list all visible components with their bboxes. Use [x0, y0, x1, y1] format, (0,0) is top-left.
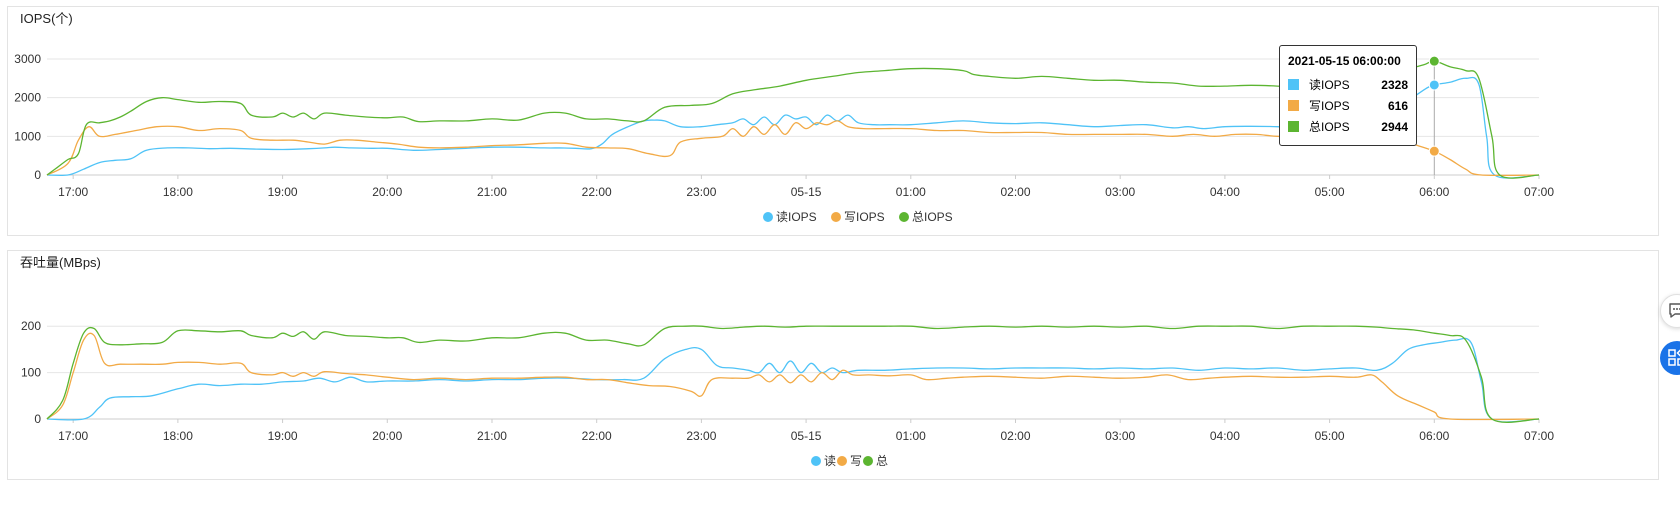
- iops-chart[interactable]: 0 1000 2000 3000 17:00 18:00 19:00 20:00 21:00 22…: [8, 7, 1660, 237]
- y-tick-label: 1000: [14, 129, 41, 143]
- x-tick-label: 02:00: [1000, 429, 1030, 443]
- tooltip-row-read: 读IOPS 2328: [1288, 74, 1408, 95]
- throughput-chart-title: 吞吐量(MBps): [20, 255, 101, 270]
- x-tick-label: 07:00: [1524, 185, 1554, 199]
- y-tick-label: 100: [21, 366, 41, 380]
- x-tick-label: 01:00: [896, 185, 926, 199]
- x-tick-label: 20:00: [372, 185, 402, 199]
- x-tick-label: 23:00: [686, 429, 716, 443]
- apps-icon: [1668, 349, 1680, 366]
- legend-label-total: 总IOPS: [912, 210, 953, 224]
- x-tick-label: 05-15: [791, 429, 822, 443]
- tooltip-swatch-read: [1288, 79, 1299, 90]
- tooltip-swatch-total: [1288, 121, 1299, 132]
- throughput-chart-panel: 吞吐量(MBps) 0 100 200 17:00 18:00 19:00 20:00 21:…: [7, 250, 1659, 480]
- tooltip-title: 2021-05-15 06:00:00: [1288, 54, 1401, 68]
- x-tick-label: 22:00: [582, 429, 612, 443]
- legend-label-write: 写IOPS: [844, 210, 885, 224]
- series-line-write: [46, 120, 1540, 177]
- series-line-read: [46, 76, 1540, 179]
- series-line-write: [46, 332, 1540, 421]
- legend-marker-write: [831, 212, 841, 222]
- x-tick-label: 06:00: [1419, 429, 1449, 443]
- tooltip-point-read: [1428, 79, 1440, 91]
- throughput-chart[interactable]: 0 100 200 17:00 18:00 19:00 20:00 21:00 22:00 23:…: [8, 251, 1660, 481]
- legend-label-write: 写: [850, 454, 862, 468]
- legend-marker-write: [837, 456, 847, 466]
- y-tick-label: 2000: [14, 91, 41, 105]
- x-tick-label: 03:00: [1105, 185, 1135, 199]
- tooltip-label: 写IOPS: [1309, 99, 1350, 113]
- iops-chart-panel: IOPS(个) 0 1000 2000 3000 17:00 18:00 19:00 20:0…: [7, 6, 1659, 236]
- x-tick-label: 18:00: [163, 429, 193, 443]
- x-tick-label: 21:00: [477, 429, 507, 443]
- y-tick-label: 3000: [14, 52, 41, 66]
- series-line-read: [46, 337, 1540, 423]
- legend-marker-read: [763, 212, 773, 222]
- x-tick-label: 17:00: [58, 185, 88, 199]
- legend-marker-total: [863, 456, 873, 466]
- x-tick-label: 07:00: [1524, 429, 1554, 443]
- series-line-total: [46, 325, 1540, 423]
- tooltip-value: 616: [1387, 98, 1408, 113]
- x-tick-label: 04:00: [1210, 429, 1240, 443]
- tooltip-swatch-write: [1288, 100, 1299, 111]
- legend-marker-read: [811, 456, 821, 466]
- x-tick-label: 19:00: [268, 429, 298, 443]
- tooltip-point-total: [1428, 55, 1440, 67]
- x-tick-label: 04:00: [1210, 185, 1240, 199]
- tooltip-point-write: [1428, 145, 1440, 157]
- x-tick-label: 22:00: [582, 185, 612, 199]
- tooltip-value: 2944: [1381, 119, 1408, 134]
- x-tick-label: 05:00: [1315, 429, 1345, 443]
- x-tick-label: 21:00: [477, 185, 507, 199]
- tooltip-value: 2328: [1381, 77, 1408, 92]
- iops-chart-title: IOPS(个): [20, 11, 73, 26]
- chat-button[interactable]: [1660, 294, 1680, 328]
- x-tick-label: 05-15: [791, 185, 822, 199]
- legend-label-read: 读IOPS: [776, 210, 817, 224]
- x-tick-label: 23:00: [686, 185, 716, 199]
- x-tick-label: 03:00: [1105, 429, 1135, 443]
- y-tick-label: 0: [34, 412, 41, 426]
- x-tick-label: 06:00: [1419, 185, 1449, 199]
- legend-marker-total: [899, 212, 909, 222]
- x-tick-label: 18:00: [163, 185, 193, 199]
- x-tick-label: 05:00: [1315, 185, 1345, 199]
- x-tick-label: 02:00: [1000, 185, 1030, 199]
- tooltip-label: 读IOPS: [1309, 78, 1350, 92]
- apps-button[interactable]: [1660, 341, 1680, 375]
- x-tick-label: 17:00: [58, 429, 88, 443]
- tooltip-row-write: 写IOPS 616: [1288, 95, 1408, 116]
- tooltip-row-total: 总IOPS 2944: [1288, 116, 1408, 137]
- legend-label-read: 读: [824, 454, 836, 468]
- x-tick-label: 01:00: [896, 429, 926, 443]
- y-tick-label: 0: [34, 168, 41, 182]
- tooltip-label: 总IOPS: [1309, 120, 1350, 134]
- chat-icon: [1669, 303, 1680, 318]
- y-tick-label: 200: [21, 319, 41, 333]
- x-tick-label: 19:00: [268, 185, 298, 199]
- legend-label-total: 总: [876, 454, 888, 468]
- chart-tooltip: 2021-05-15 06:00:00 读IOPS 2328 写IOPS 616…: [1279, 45, 1417, 146]
- x-tick-label: 20:00: [372, 429, 402, 443]
